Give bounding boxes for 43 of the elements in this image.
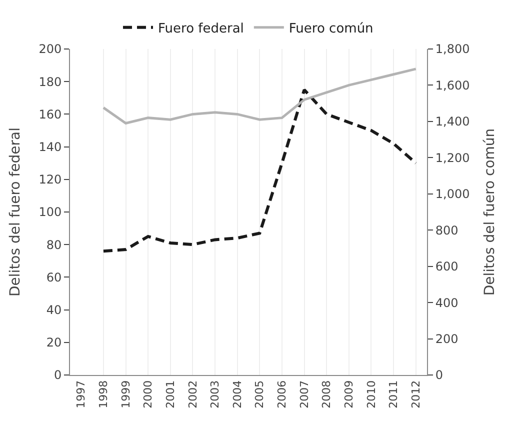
- x-tick-label: 1999: [119, 380, 132, 408]
- x-tick-label: 2004: [230, 380, 244, 408]
- legend-label: Fuero federal: [158, 22, 244, 36]
- y2-tick-label: 1,600: [435, 78, 470, 92]
- y2-tick-label: 200: [435, 332, 458, 346]
- y-tick-label: 120: [38, 172, 62, 187]
- y-tick-label: 180: [38, 74, 62, 89]
- legend-label: Fuero común: [288, 22, 374, 36]
- y2-tick-label: 0: [435, 368, 444, 382]
- x-tick-label: 2011: [387, 380, 400, 408]
- line-series: [102, 68, 418, 125]
- x-tick-label: 2010: [364, 380, 378, 408]
- x-tick-label: 1997: [74, 380, 88, 408]
- y2-tick-label: 1,800: [435, 42, 470, 56]
- line-series: [102, 88, 418, 253]
- x-tick-label: 2009: [342, 380, 356, 408]
- x-tick-label: 2003: [208, 380, 222, 408]
- x-tick-label: 2012: [409, 380, 422, 408]
- x-tick-label: 2000: [142, 380, 155, 408]
- y-axis-title: Delitos del fuero federal: [7, 128, 24, 296]
- y-tick-label: 100: [38, 205, 62, 220]
- x-tick-label: 2006: [276, 380, 289, 408]
- x-tick-label: 1998: [97, 380, 110, 408]
- x-tick-label: 2001: [164, 380, 177, 408]
- x-tick-label: 2002: [186, 380, 200, 408]
- y2-axis-title: Delitos del fuero común: [482, 128, 498, 296]
- y2-tick-label: 1,400: [435, 114, 470, 129]
- y-tick-label: 140: [38, 140, 62, 154]
- y-tick-label: 160: [38, 107, 62, 122]
- y-tick-label: 0: [54, 368, 62, 382]
- y2-tick-label: 1,200: [435, 150, 470, 165]
- y-tick-label: 20: [46, 336, 62, 350]
- y2-tick-label: 600: [435, 260, 458, 274]
- x-tick-label: 2005: [253, 380, 266, 408]
- y-tick-label: 60: [46, 270, 62, 284]
- y-tick-label: 80: [46, 238, 62, 252]
- x-tick-label: 2007: [298, 380, 311, 408]
- y-tick-label: 40: [46, 303, 62, 317]
- y2-tick-label: 800: [435, 223, 458, 238]
- y2-tick-label: 400: [435, 296, 458, 310]
- x-tick-label: 2008: [320, 380, 334, 408]
- y-tick-label: 200: [38, 42, 62, 56]
- y2-tick-label: 1,000: [435, 187, 470, 202]
